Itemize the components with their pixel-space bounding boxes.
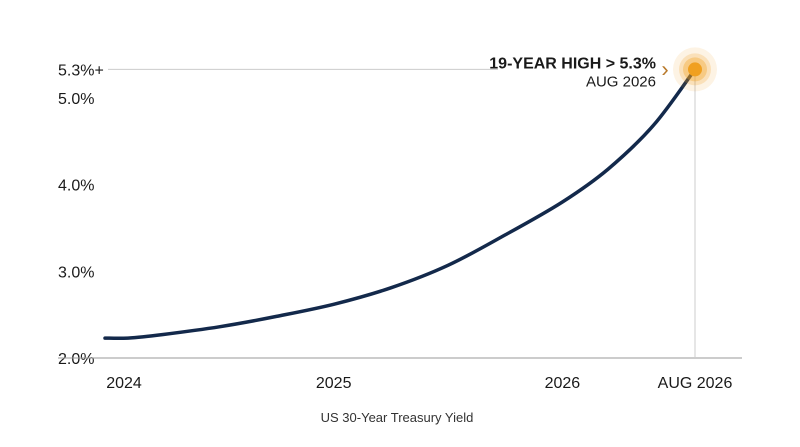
x-axis-label: US 30-Year Treasury Yield bbox=[321, 410, 474, 425]
y-tick-label: 5.0% bbox=[58, 91, 94, 108]
annotation-title: 19-YEAR HIGH > 5.3% bbox=[489, 55, 656, 72]
x-axis-ticks: 2024 2025 2026 AUG 2026 bbox=[106, 375, 732, 392]
x-tick-label: 2024 bbox=[106, 375, 142, 392]
annotation-arrow-icon: › bbox=[661, 56, 668, 81]
y-tick-label: 5.3%+ bbox=[58, 62, 104, 79]
yield-series-line bbox=[103, 67, 697, 341]
y-tick-label: 3.0% bbox=[58, 264, 94, 281]
y-tick-label: 2.0% bbox=[58, 351, 94, 368]
y-tick-label: 4.0% bbox=[58, 178, 94, 195]
x-tick-label: 2026 bbox=[545, 375, 581, 392]
x-tick-label: 2025 bbox=[316, 375, 352, 392]
x-tick-label: AUG 2026 bbox=[658, 375, 733, 392]
y-axis-ticks: 2.0% 3.0% 4.0% 5.0% 5.3%+ bbox=[58, 62, 104, 368]
high-point-marker bbox=[673, 47, 717, 92]
annotation-subtitle: AUG 2026 bbox=[586, 73, 656, 90]
high-point-dot bbox=[688, 62, 702, 77]
